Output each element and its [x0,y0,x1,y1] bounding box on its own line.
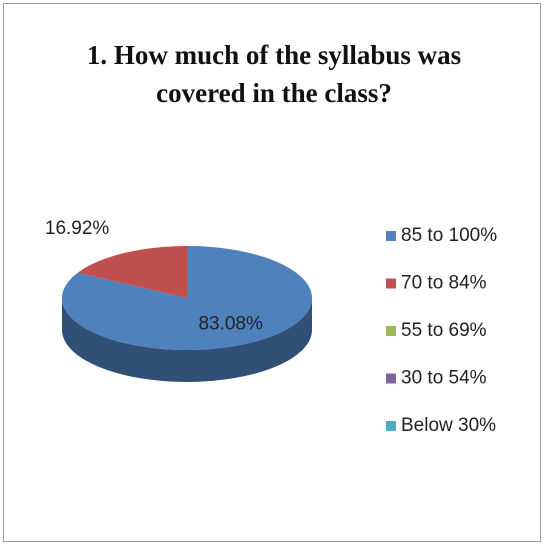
legend-swatch [386,421,396,431]
legend-label: 55 to 69% [401,320,487,341]
chart-frame: 1. How much of the syllabus was covered … [3,3,541,542]
chart-title: 1. How much of the syllabus was covered … [86,40,462,108]
legend-swatch [386,231,396,241]
pie-slice [61,246,312,350]
data-label: 83.08% [198,313,263,334]
legend-swatch [386,278,396,289]
data-label: 16.92% [45,218,110,239]
legend-label: 70 to 84% [401,273,487,294]
legend-label: Below 30% [401,415,496,436]
legend-label: 30 to 54% [401,368,487,389]
legend-swatch [386,373,396,384]
pie-side [62,298,312,382]
pie-slice [77,246,187,298]
legend-label: 85 to 100% [401,225,497,246]
legend-swatch [386,326,396,336]
